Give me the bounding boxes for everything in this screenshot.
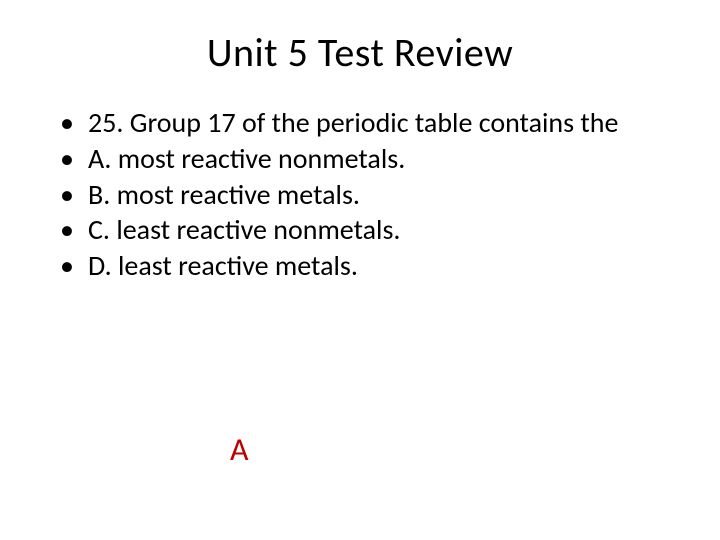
list-item: 25. Group 17 of the periodic table conta…: [60, 105, 680, 141]
slide-title: Unit 5 Test Review: [40, 28, 680, 77]
slide: Unit 5 Test Review 25. Group 17 of the p…: [0, 0, 720, 540]
bullet-text: D. least reactive metals.: [88, 248, 358, 283]
bullet-text: A. most reactive nonmetals.: [88, 141, 405, 176]
list-item: A. most reactive nonmetals.: [60, 141, 680, 177]
list-item: B. most reactive metals.: [60, 177, 680, 213]
list-item: C. least reactive nonmetals.: [60, 212, 680, 248]
bullet-list: 25. Group 17 of the periodic table conta…: [40, 105, 680, 284]
list-item: D. least reactive metals.: [60, 248, 680, 284]
answer-letter: A: [230, 430, 249, 469]
bullet-text: 25. Group 17 of the periodic table conta…: [88, 105, 618, 140]
bullet-text: C. least reactive nonmetals.: [88, 212, 400, 247]
bullet-text: B. most reactive metals.: [88, 177, 360, 212]
